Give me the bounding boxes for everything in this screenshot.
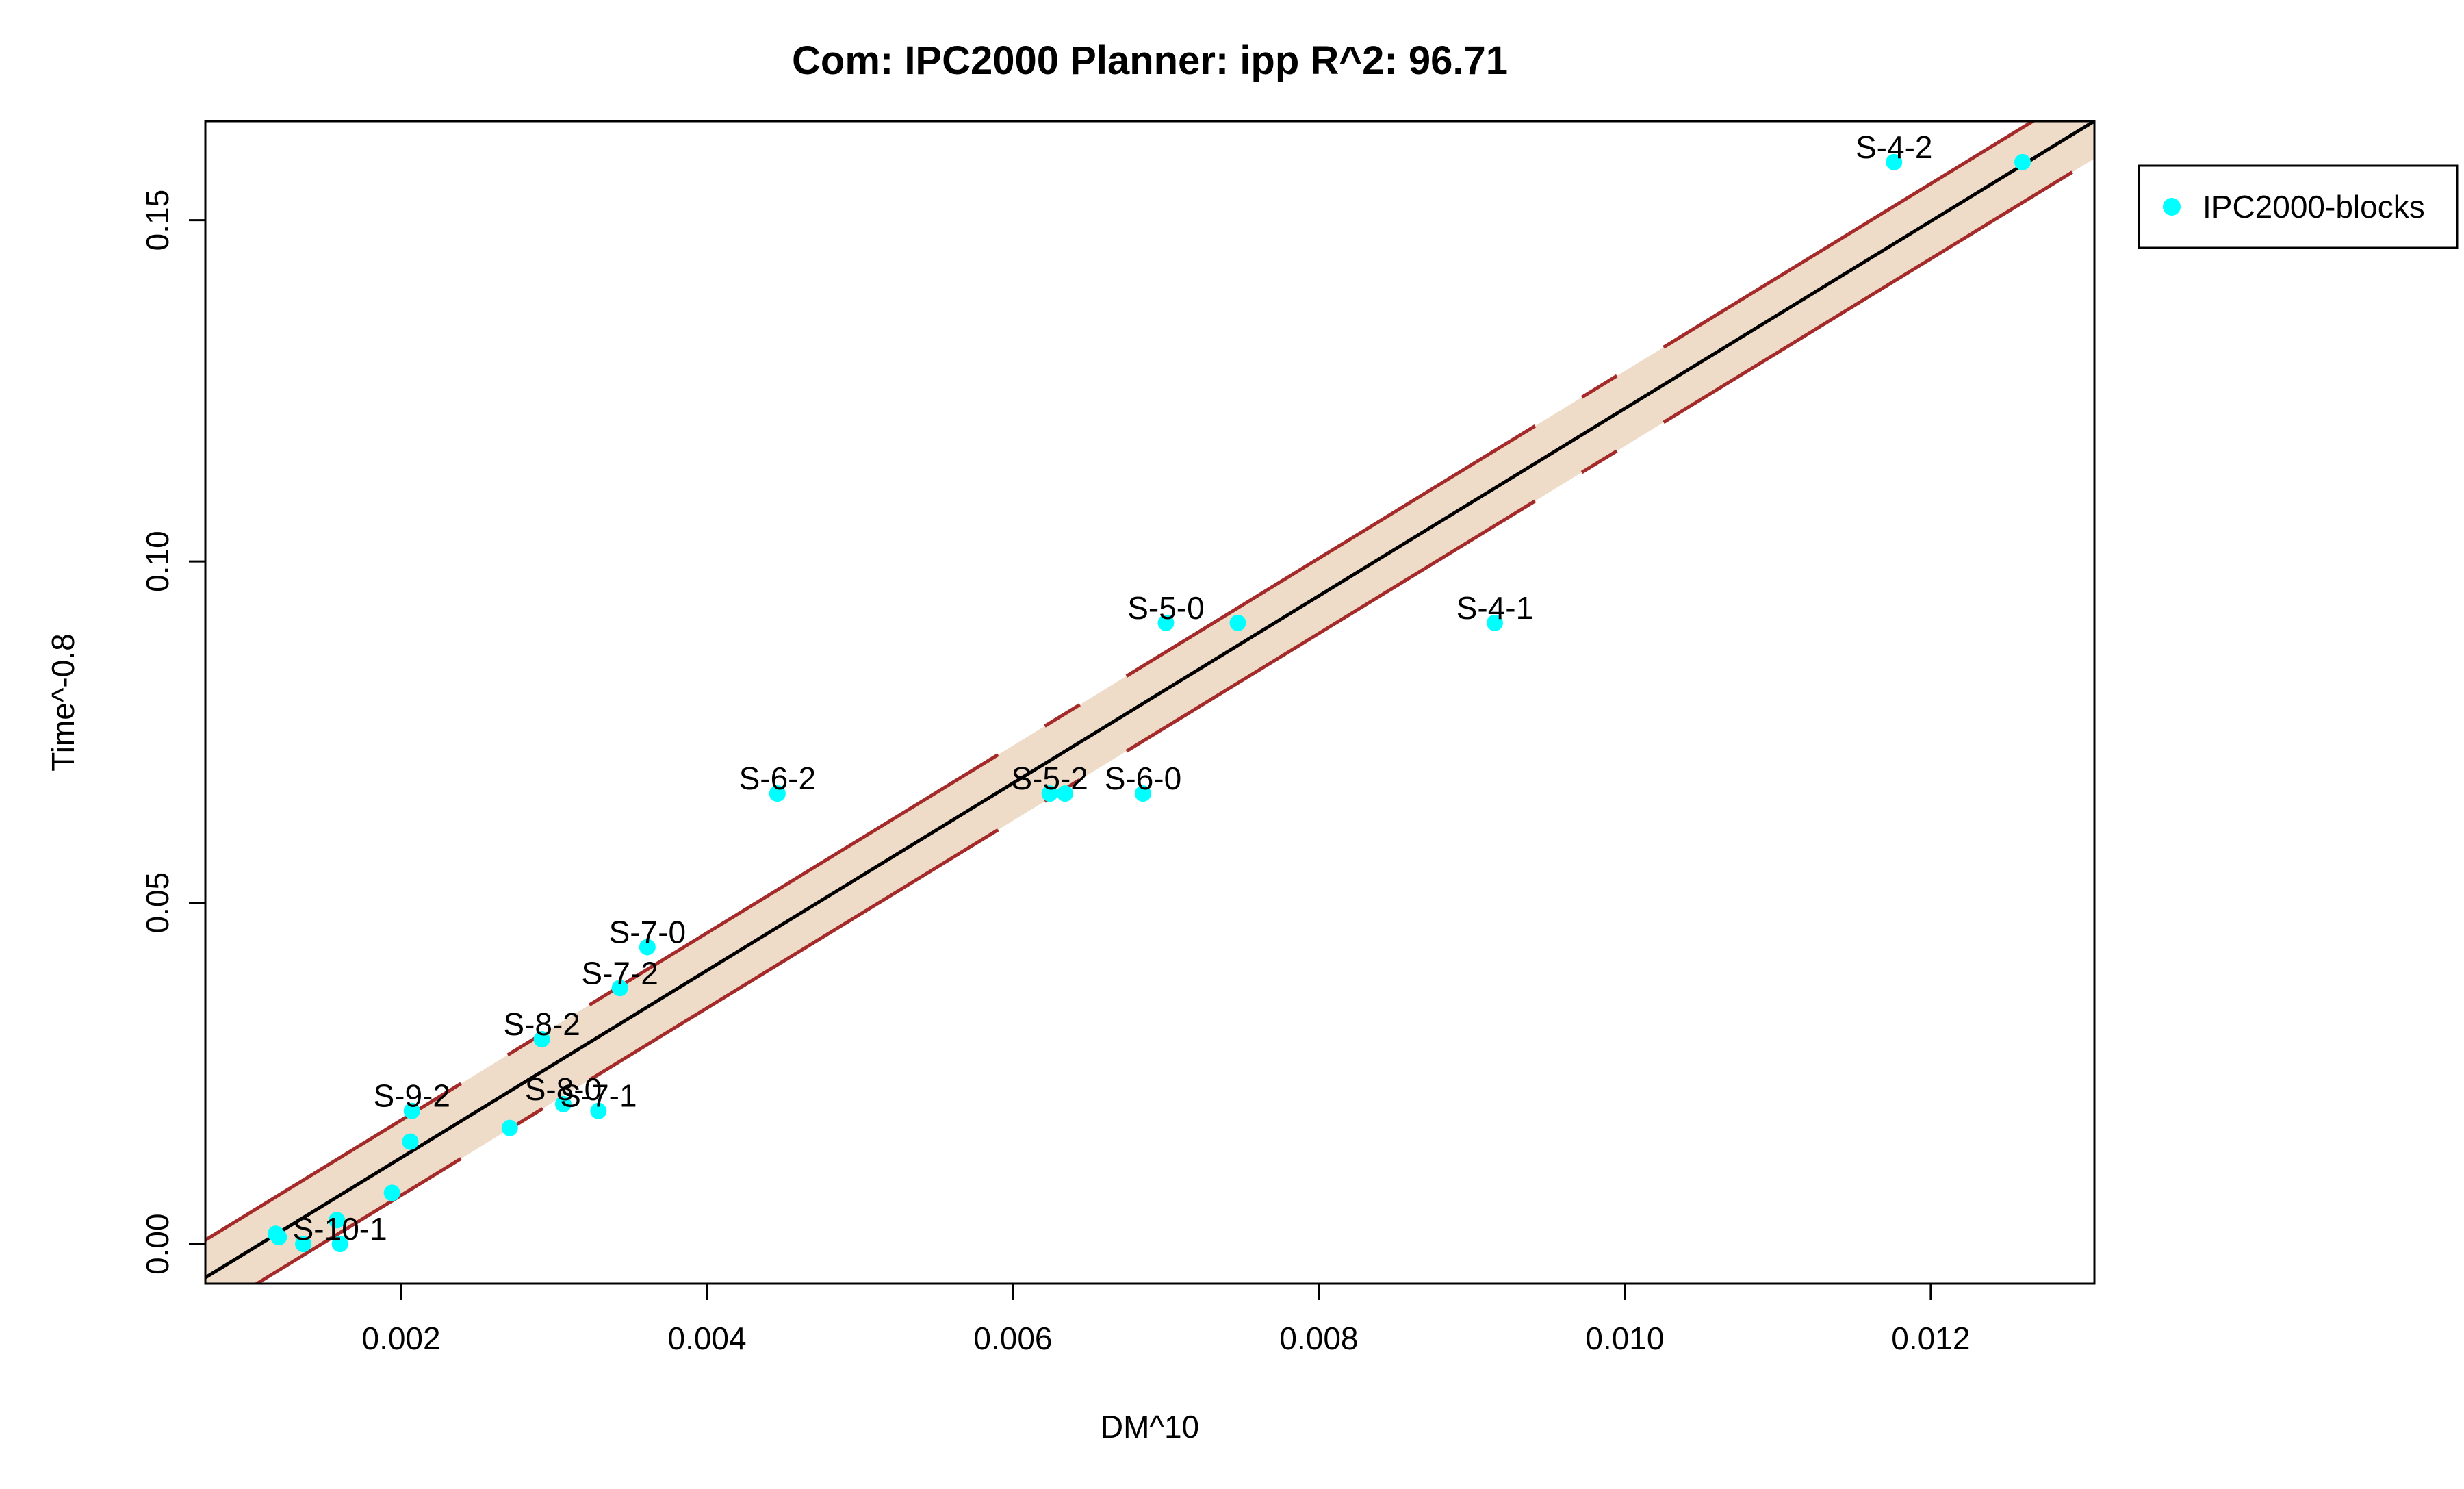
point-label: S-8-0 [525,1071,602,1107]
x-tick-label: 0.004 [667,1321,746,1356]
data-point [383,1184,400,1201]
y-tick-label: 0.00 [140,1213,175,1275]
x-tick-label: 0.006 [973,1321,1052,1356]
data-point [639,939,656,956]
data-point [1886,153,1903,170]
plot-area: S-4-2 S-4-1 S-5-0 S-6-0 S-5-2 S-6-2 S-7-0 S-7-2… [205,121,2094,1284]
y-tick-label: 0.15 [140,190,175,251]
point-label: S-7-2 [581,955,658,991]
data-points [267,153,2031,1253]
point-label: S-5-2 [1011,761,1088,796]
data-point [590,1102,607,1119]
data-point [402,1133,419,1150]
x-tick-label: 0.012 [1891,1321,1970,1356]
legend-label: IPC2000-blocks [2203,189,2425,225]
legend-marker [2163,198,2181,216]
point-label: S-7-0 [609,914,686,950]
data-point [1041,785,1058,802]
point-label: S-10-1 [293,1211,387,1247]
data-point [1157,614,1175,631]
point-label: S-9-2 [373,1078,450,1114]
prediction-lower-line [253,156,2094,1284]
point-label: S-8-2 [503,1006,580,1042]
point-label: S-6-0 [1105,761,1181,796]
data-point [1229,614,1246,631]
x-tick-label: 0.010 [1585,1321,1664,1356]
y-axis-label: Time^-0.8 [45,633,81,771]
x-tick-label: 0.008 [1279,1321,1358,1356]
y-axis: 0.00 0.05 0.10 0.15 [140,190,207,1275]
data-point [329,1212,346,1229]
chart-title: Com: IPC2000 Planner: ipp R^2: 96.71 [792,38,1508,83]
point-label: S-5-0 [1127,590,1204,626]
data-point [267,1225,284,1243]
data-point [331,1236,348,1253]
data-point [1134,785,1151,802]
point-label: S-4-2 [1856,129,1932,165]
x-axis: 0.002 0.004 0.006 0.008 0.010 0.012 [361,1282,1970,1356]
data-point [611,980,628,997]
data-point [403,1102,420,1119]
data-point [1486,614,1503,631]
data-point [295,1236,312,1253]
y-tick-label: 0.05 [140,872,175,934]
point-label: S-4-1 [1456,590,1533,626]
data-point [1056,785,1073,802]
legend: IPC2000-blocks [2138,164,2459,249]
regression-line [205,121,2094,1280]
point-labels: S-4-2 S-4-1 S-5-0 S-6-0 S-5-2 S-6-2 S-7-0 S-7-2… [293,129,1933,1247]
point-label: S-6-2 [739,761,816,796]
point-label: S-7-1 [560,1078,637,1114]
data-point [2014,153,2031,170]
data-point [501,1119,518,1136]
data-point [554,1095,572,1112]
legend-box [2138,164,2459,249]
data-point [769,785,786,802]
data-point [533,1031,550,1048]
y-tick-label: 0.10 [140,531,175,592]
x-axis-label: DM^10 [1101,1409,1199,1445]
x-tick-label: 0.002 [361,1321,440,1356]
